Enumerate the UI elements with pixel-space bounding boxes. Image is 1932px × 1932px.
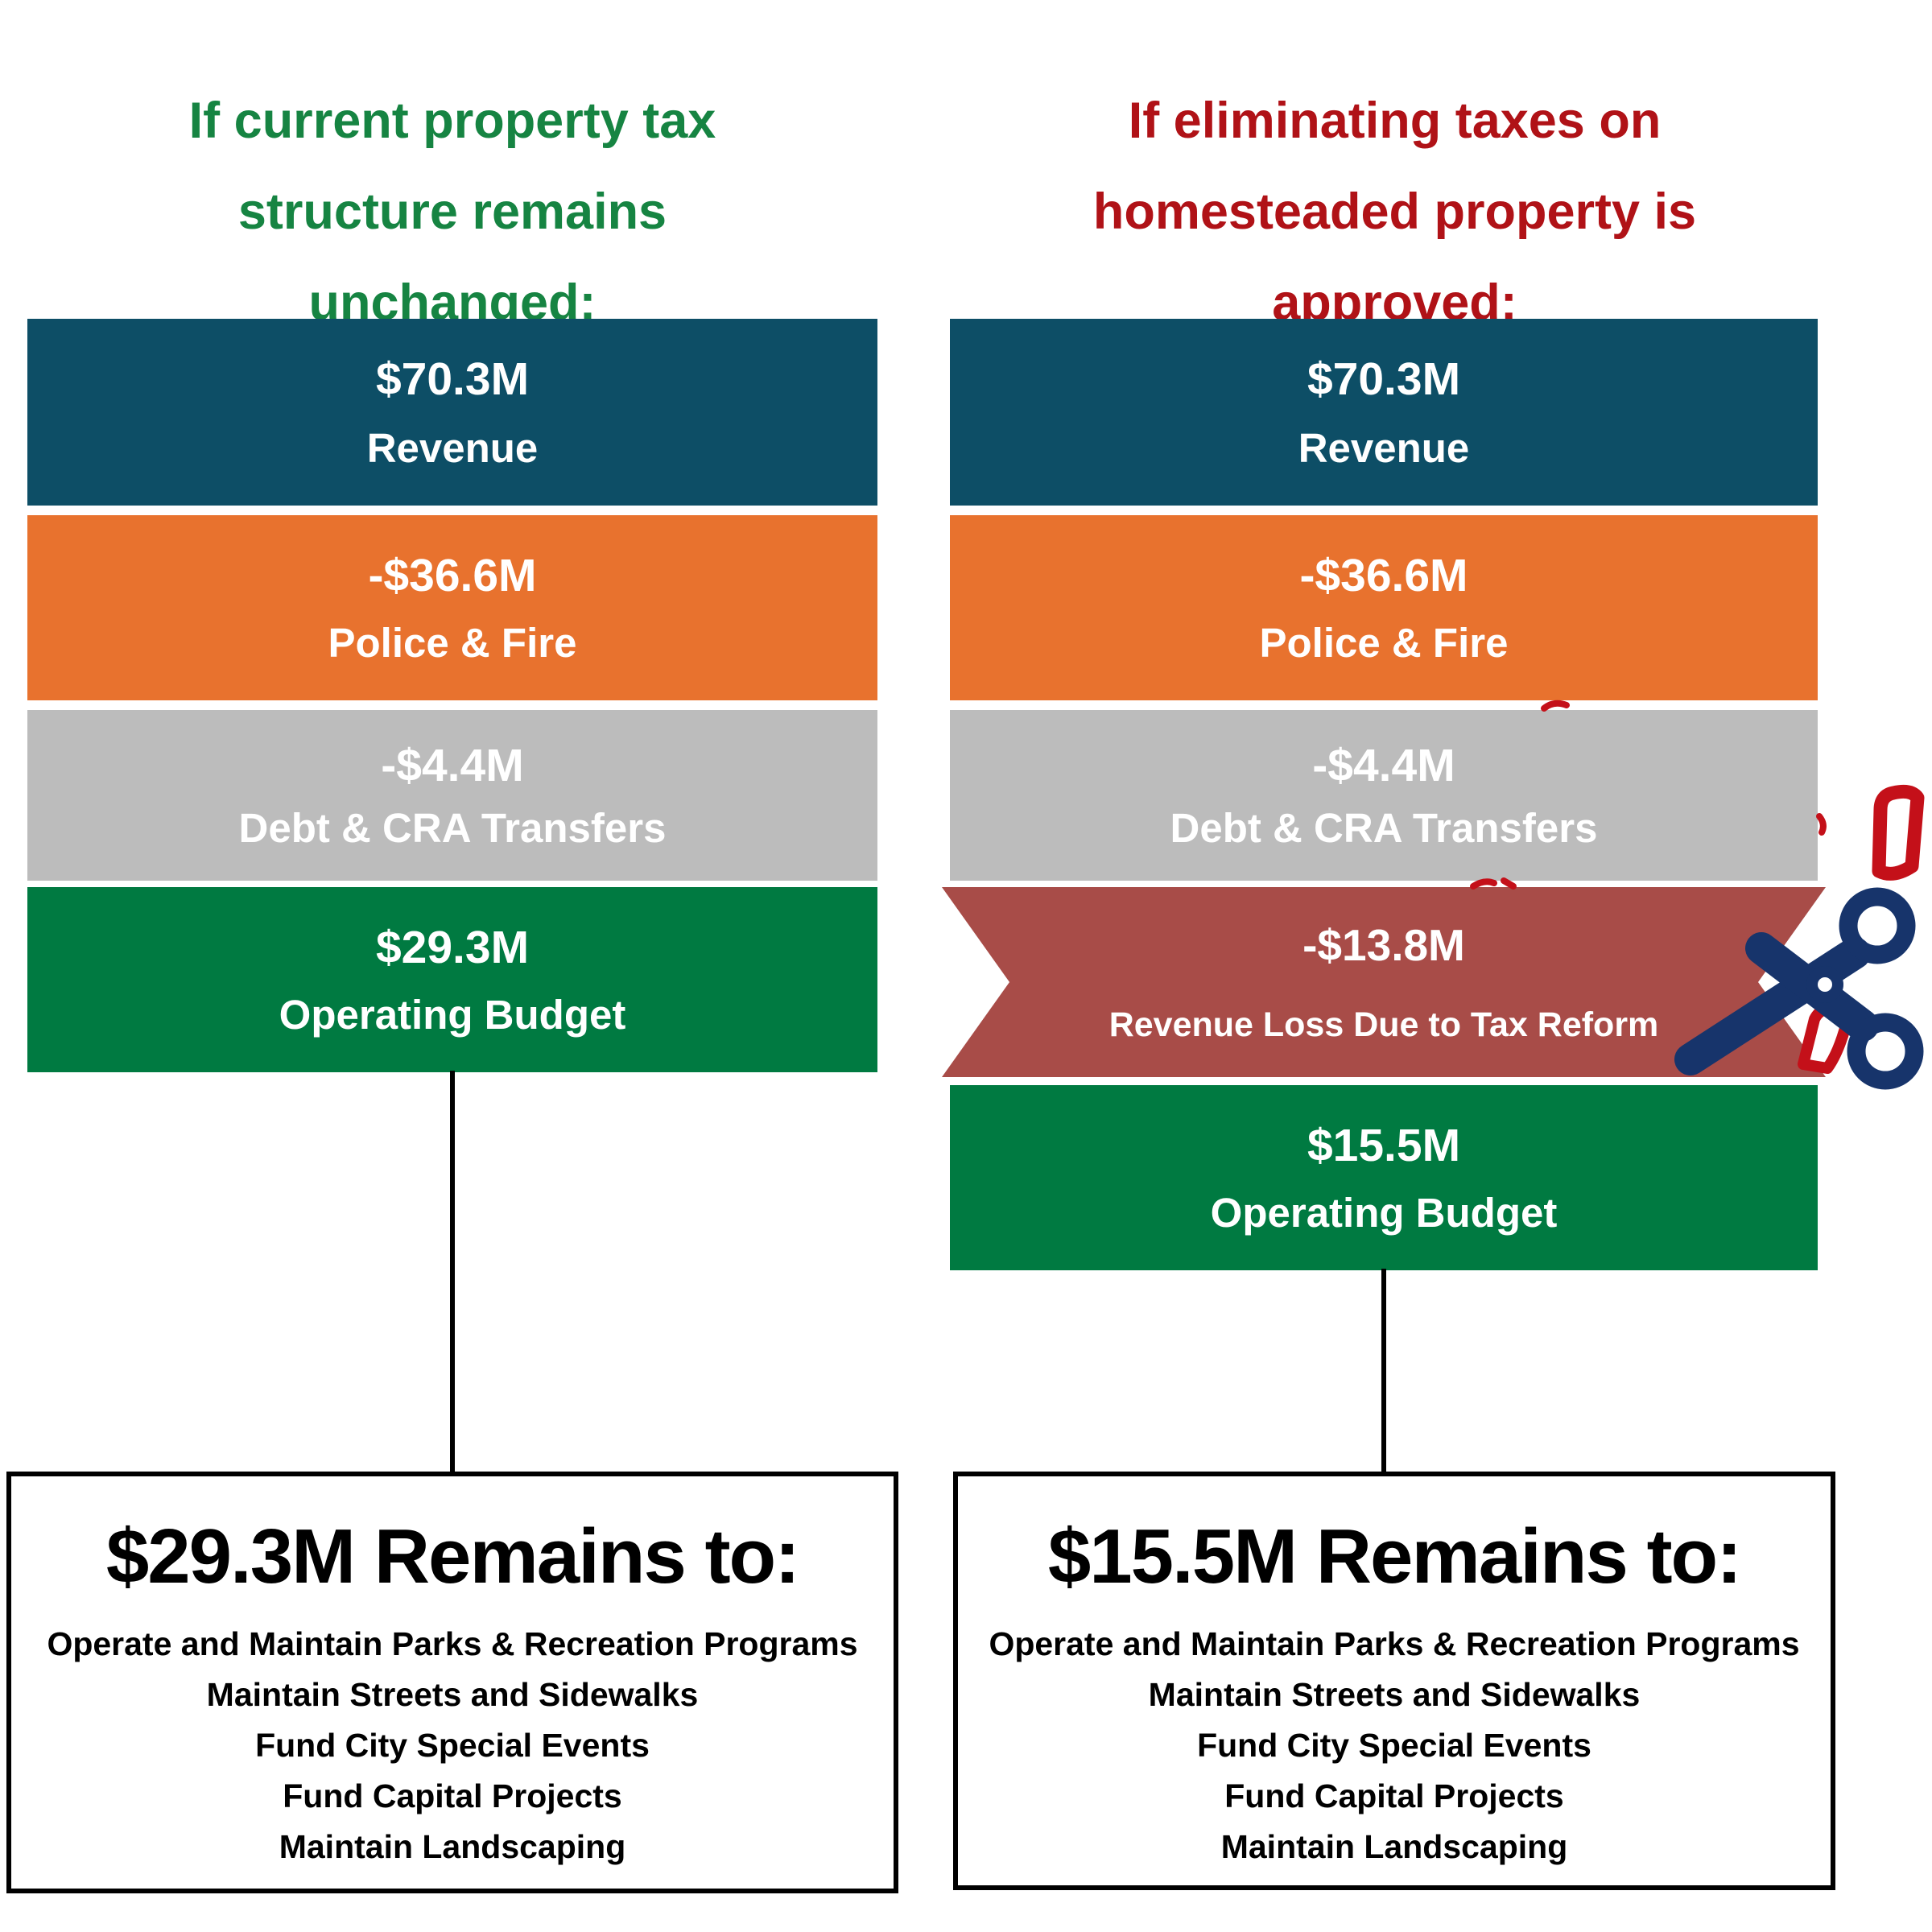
bar-value: -$36.6M [1299, 550, 1468, 601]
left-bar-police-fire: -$36.6M Police & Fire [27, 515, 877, 700]
left-bar-debt-cra: -$4.4M Debt & CRA Transfers [27, 710, 877, 881]
summary-item: Maintain Landscaping [279, 1827, 626, 1865]
right-bar-debt-cra: -$4.4M Debt & CRA Transfers [950, 710, 1818, 881]
bar-value: $29.3M [375, 922, 530, 973]
right-bar-revenue: $70.3M Revenue [950, 319, 1818, 506]
summary-item: Fund Capital Projects [1224, 1777, 1564, 1814]
right-title-line-2: homesteaded property is [1092, 184, 1697, 240]
bar-value: -$4.4M [1312, 740, 1455, 791]
right-bar-police-fire: -$36.6M Police & Fire [950, 515, 1818, 700]
right-bar-operating-budget: $15.5M Operating Budget [950, 1085, 1818, 1270]
bar-value: -$13.8M [1302, 920, 1465, 970]
right-scenario-title: If eliminating taxes on homesteaded prop… [970, 76, 1819, 349]
summary-item: Fund City Special Events [255, 1726, 650, 1764]
left-summary-items: Operate and Maintain Parks & Recreation … [11, 1619, 894, 1872]
right-summary-items: Operate and Maintain Parks & Recreation … [958, 1619, 1831, 1872]
bar-label: Operating Budget [1210, 1190, 1558, 1236]
right-summary-heading: $15.5M Remains to: [1047, 1513, 1742, 1600]
right-title-line-1: If eliminating taxes on [1128, 93, 1662, 149]
bar-label: Revenue [1298, 425, 1470, 471]
right-summary-box: $15.5M Remains to: Operate and Maintain … [953, 1472, 1835, 1890]
summary-item: Maintain Landscaping [1220, 1827, 1568, 1865]
cut-ribbon-piece-top-icon [1872, 785, 1925, 881]
bar-value: $70.3M [375, 353, 530, 405]
left-title-line-1: If current property tax [188, 93, 716, 149]
left-connector-line [450, 1071, 455, 1472]
bar-label: Operating Budget [279, 992, 626, 1038]
bar-label: Police & Fire [328, 620, 577, 666]
left-title-line-2: structure remains [237, 184, 667, 240]
right-banner-revenue-loss: -$13.8M Revenue Loss Due to Tax Reform [942, 887, 1826, 1077]
summary-item: Operate and Maintain Parks & Recreation … [47, 1624, 858, 1662]
bar-label: Police & Fire [1259, 620, 1509, 666]
summary-item: Fund Capital Projects [283, 1777, 622, 1814]
right-connector-line [1381, 1269, 1386, 1472]
bar-label: Revenue Loss Due to Tax Reform [1108, 1005, 1659, 1044]
bar-label: Debt & CRA Transfers [1170, 805, 1598, 851]
bar-value: -$4.4M [381, 740, 524, 791]
bar-label: Debt & CRA Transfers [238, 805, 667, 851]
summary-item: Operate and Maintain Parks & Recreation … [989, 1624, 1800, 1662]
bar-label: Revenue [366, 425, 539, 471]
left-summary-heading: $29.3M Remains to: [105, 1513, 800, 1600]
left-summary-box: $29.3M Remains to: Operate and Maintain … [6, 1472, 898, 1893]
left-bar-operating-budget: $29.3M Operating Budget [27, 887, 877, 1072]
summary-item: Maintain Streets and Sidewalks [1148, 1675, 1641, 1713]
summary-item: Fund City Special Events [1197, 1726, 1591, 1764]
bar-value: $15.5M [1307, 1120, 1461, 1171]
left-scenario-title: If current property tax structure remain… [50, 76, 855, 349]
summary-item: Maintain Streets and Sidewalks [206, 1675, 699, 1713]
bar-value: -$36.6M [368, 550, 537, 601]
left-bar-revenue: $70.3M Revenue [27, 319, 877, 506]
bar-value: $70.3M [1307, 353, 1461, 405]
